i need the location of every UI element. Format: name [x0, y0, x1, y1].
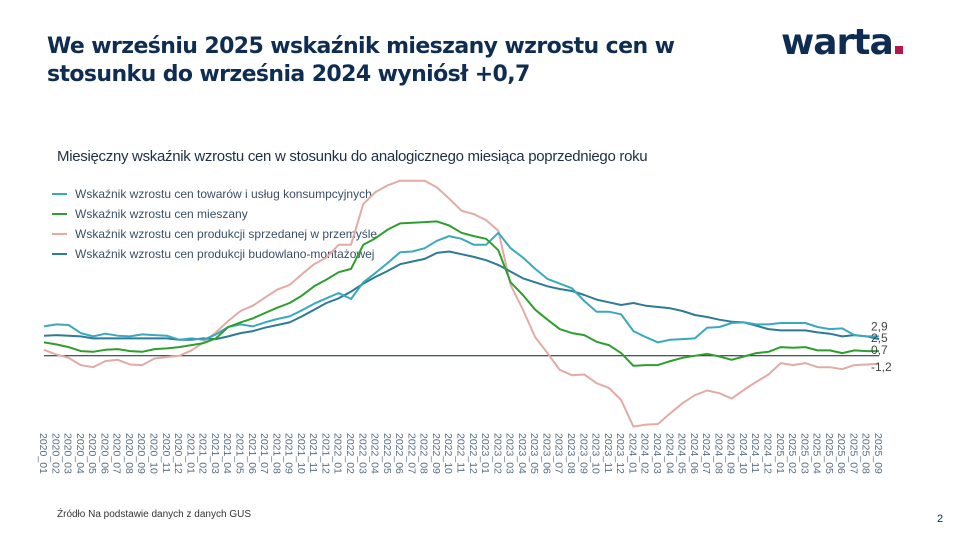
legend-label: Wskaźnik wzrostu cen produkcji sprzedane…	[75, 227, 378, 241]
x-tick-label: 2025_02	[786, 433, 798, 474]
x-tick-label: 2024_09	[725, 433, 737, 474]
x-tick-label: 2021_08	[270, 433, 282, 474]
legend-label: Wskaźnik wzrostu cen towarów i usług kon…	[75, 187, 372, 201]
x-tick-label: 2021_05	[233, 433, 245, 474]
legend-swatch	[52, 193, 67, 195]
x-tick-label: 2024_03	[651, 433, 663, 474]
x-tick-label: 2021_12	[319, 433, 331, 474]
x-tick-label: 2023_11	[602, 433, 614, 473]
end-value-label: 2,5	[871, 331, 888, 345]
x-tick-label: 2022_11	[455, 433, 467, 473]
page-title: We wrześniu 2025 wskaźnik mieszany wzros…	[47, 34, 675, 87]
logo-text: warta	[781, 22, 894, 63]
x-tick-label: 2020_07	[111, 433, 123, 474]
x-tick-label: 2020_01	[37, 433, 49, 474]
x-tick-label: 2020_04	[74, 433, 86, 474]
legend-item-ppi: Wskaźnik wzrostu cen produkcji sprzedane…	[52, 224, 377, 244]
x-tick-label: 2020_10	[148, 433, 160, 474]
x-tick-label: 2020_08	[123, 433, 135, 474]
x-tick-label: 2024_12	[761, 433, 773, 474]
x-tick-label: 2023_08	[565, 433, 577, 474]
x-tick-label: 2022_01	[332, 433, 344, 474]
x-tick-label: 2021_10	[295, 433, 307, 474]
x-tick-label: 2022_10	[442, 433, 454, 474]
x-tick-label: 2024_02	[639, 433, 651, 474]
x-tick-label: 2023_02	[491, 433, 503, 474]
x-tick-label: 2024_10	[737, 433, 749, 474]
x-tick-label: 2022_08	[418, 433, 430, 474]
x-tick-label: 2025_07	[847, 433, 859, 474]
x-tick-label: 2021_11	[307, 433, 319, 473]
x-tick-label: 2024_07	[700, 433, 712, 474]
page-number: 2	[937, 513, 944, 525]
legend-item-cpi: Wskaźnik wzrostu cen towarów i usług kon…	[52, 184, 377, 204]
x-tick-label: 2020_06	[98, 433, 110, 474]
x-tick-label: 2023_09	[577, 433, 589, 474]
series-line-0	[43, 231, 879, 344]
x-tick-label: 2021_03	[209, 433, 221, 474]
x-tick-label: 2025_09	[872, 433, 884, 474]
warta-logo: warta	[781, 22, 903, 63]
x-tick-label: 2021_06	[246, 433, 258, 474]
x-tick-label: 2025_04	[811, 433, 823, 474]
x-tick-label: 2020_09	[135, 433, 147, 474]
chart-title: Miesięczny wskaźnik wzrostu cen w stosun…	[57, 148, 648, 165]
x-tick-label: 2020_03	[62, 433, 74, 474]
x-tick-label: 2023_01	[479, 433, 491, 474]
x-tick-label: 2024_06	[688, 433, 700, 474]
x-tick-label: 2021_02	[197, 433, 209, 474]
x-tick-label: 2022_05	[381, 433, 393, 474]
x-tick-label: 2024_05	[676, 433, 688, 474]
legend-swatch	[52, 253, 67, 255]
x-tick-label: 2023_07	[553, 433, 565, 474]
x-tick-label: 2021_09	[283, 433, 295, 474]
legend-label: Wskaźnik wzrostu cen produkcji budowlano…	[75, 247, 375, 261]
legend-swatch	[52, 213, 67, 215]
x-tick-label: 2022_12	[467, 433, 479, 474]
x-tick-label: 2024_11	[749, 433, 761, 473]
x-tick-label: 2022_09	[430, 433, 442, 474]
x-tick-label: 2023_04	[516, 433, 528, 474]
x-tick-label: 2022_07	[405, 433, 417, 474]
x-tick-label: 2021_04	[221, 433, 233, 474]
x-tick-label: 2023_10	[590, 433, 602, 474]
x-tick-label: 2021_07	[258, 433, 270, 474]
x-tick-label: 2020_12	[172, 433, 184, 474]
x-tick-label: 2025_05	[823, 433, 835, 474]
x-tick-label: 2024_01	[626, 433, 638, 474]
chart-legend: Wskaźnik wzrostu cen towarów i usług kon…	[52, 184, 377, 264]
x-tick-label: 2023_03	[504, 433, 516, 474]
end-value-label: -1,2	[871, 360, 892, 374]
x-tick-label: 2022_06	[393, 433, 405, 474]
x-tick-label: 2020_02	[49, 433, 61, 474]
series-line-1	[43, 220, 879, 367]
end-value-label: 0,7	[871, 343, 888, 357]
x-tick-label: 2023_05	[528, 433, 540, 474]
source-note: Źródło Na podstawie danych z danych GUS	[57, 509, 251, 520]
x-tick-label: 2023_12	[614, 433, 626, 474]
x-tick-label: 2024_04	[663, 433, 675, 474]
x-tick-label: 2021_01	[184, 433, 196, 474]
legend-item-mixed: Wskaźnik wzrostu cen mieszany	[52, 204, 377, 224]
x-tick-label: 2022_04	[369, 433, 381, 474]
x-tick-label: 2025_06	[835, 433, 847, 474]
logo-dot-icon	[894, 46, 903, 54]
x-tick-label: 2025_08	[860, 433, 872, 474]
series-line-2	[43, 179, 880, 428]
x-tick-label: 2025_03	[798, 433, 810, 474]
x-tick-label: 2024_08	[712, 433, 724, 474]
x-tick-label: 2022_03	[356, 433, 368, 474]
x-tick-label: 2023_06	[540, 433, 552, 474]
legend-label: Wskaźnik wzrostu cen mieszany	[75, 207, 248, 221]
x-tick-label: 2020_05	[86, 433, 98, 474]
x-tick-label: 2025_01	[774, 433, 786, 474]
x-tick-label: 2020_11	[160, 433, 172, 473]
end-value-label: 2,9	[871, 319, 888, 333]
x-tick-label: 2022_02	[344, 433, 356, 474]
series-line-3	[43, 250, 880, 341]
legend-swatch	[52, 233, 67, 235]
legend-item-construction: Wskaźnik wzrostu cen produkcji budowlano…	[52, 244, 377, 264]
